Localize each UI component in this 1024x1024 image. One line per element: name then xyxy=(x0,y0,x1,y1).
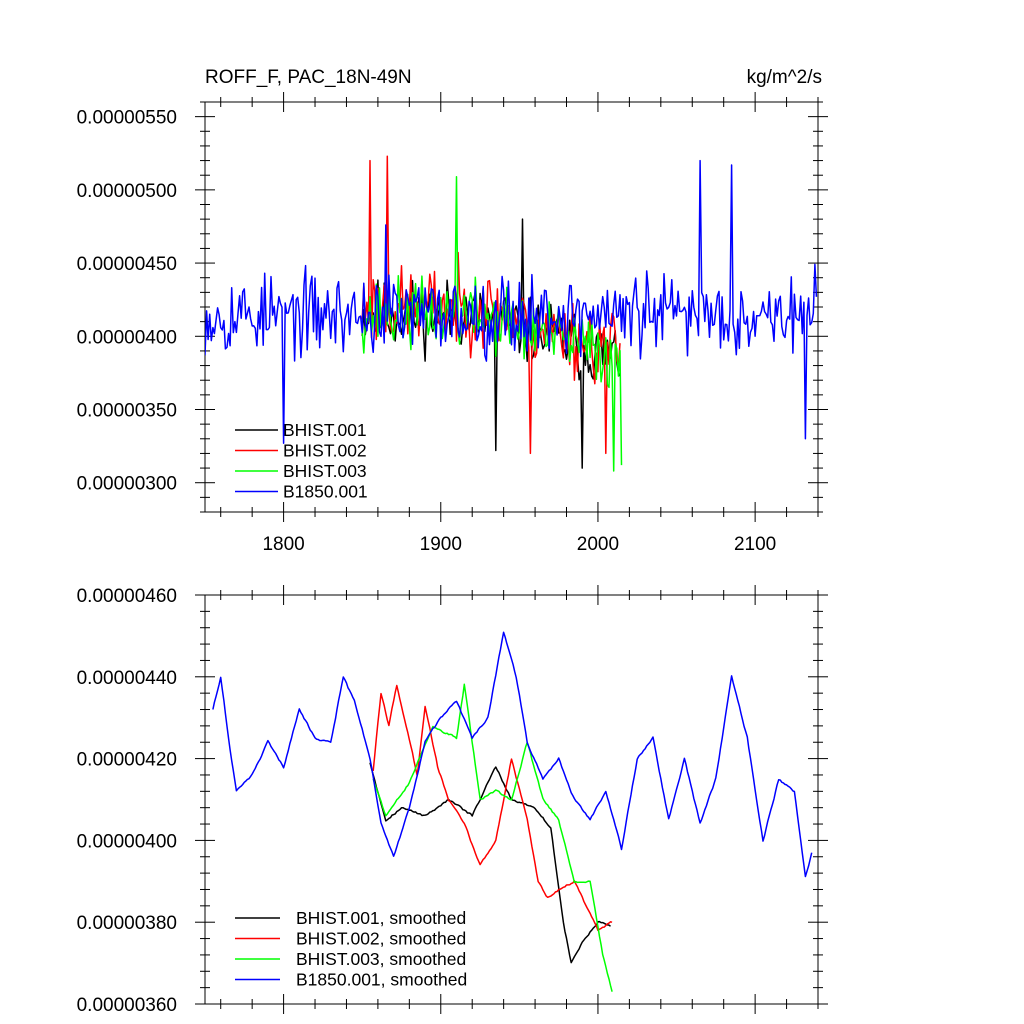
legend-label: B1850.001, smoothed xyxy=(296,970,467,990)
chart-bottom-smoothed: 0.00000360 0.00000380 0.00000400 0.00000420… xyxy=(77,585,828,1016)
x-tick-label: 2000 xyxy=(577,534,619,555)
legend-label: BHIST.001 xyxy=(283,420,367,440)
x-tick-label: 1900 xyxy=(420,534,462,555)
series-line-bhist-002-smoothed xyxy=(372,684,613,932)
y-tick-label: 0.00000450 xyxy=(77,254,177,275)
y-tick-label: 0.00000360 xyxy=(77,995,177,1016)
top-axes: 1800 1900 2000 2100 0.00000300 0.00000350 0.00… xyxy=(77,92,828,555)
chart-title-left: ROFF_F, PAC_18N-49N xyxy=(205,67,412,88)
y-tick-label: 0.00000300 xyxy=(77,474,177,495)
bottom-series-group xyxy=(212,631,813,992)
y-tick-label: 0.00000440 xyxy=(77,668,177,689)
legend-label: BHIST.001, smoothed xyxy=(296,908,466,928)
bottom-axes: 0.00000360 0.00000380 0.00000400 0.00000420… xyxy=(77,585,828,1016)
y-tick-label: 0.00000350 xyxy=(77,401,177,422)
legend-label: B1850.001 xyxy=(283,482,368,502)
series-line-bhist-003-smoothed xyxy=(372,683,613,992)
y-tick-label: 0.00000500 xyxy=(77,181,177,202)
chart-title-units: kg/m^2/s xyxy=(747,67,822,88)
x-tick-label: 1800 xyxy=(262,534,304,555)
series-line-bhist-001-smoothed xyxy=(369,762,611,964)
series-line-b1850-001-smoothed xyxy=(212,631,813,878)
legend-label: BHIST.003 xyxy=(283,461,367,481)
y-tick-label: 0.00000550 xyxy=(77,108,177,129)
x-tick-label: 2100 xyxy=(734,534,776,555)
chart-top-roff-f: ROFF_F, PAC_18N-49N kg/m^2/s 1800 1900 200… xyxy=(77,67,828,555)
series-line-b1850-001 xyxy=(205,159,818,444)
y-tick-label: 0.00000460 xyxy=(77,586,177,607)
y-tick-label: 0.00000400 xyxy=(77,831,177,852)
y-tick-label: 0.00000400 xyxy=(77,327,177,348)
y-tick-label: 0.00000420 xyxy=(77,750,177,771)
top-series-group xyxy=(205,155,818,472)
y-tick-label: 0.00000380 xyxy=(77,913,177,934)
plot-frame xyxy=(204,594,819,1005)
legend-label: BHIST.002, smoothed xyxy=(296,929,466,949)
legend-label: BHIST.002 xyxy=(283,441,367,461)
legend-label: BHIST.003, smoothed xyxy=(296,949,466,969)
